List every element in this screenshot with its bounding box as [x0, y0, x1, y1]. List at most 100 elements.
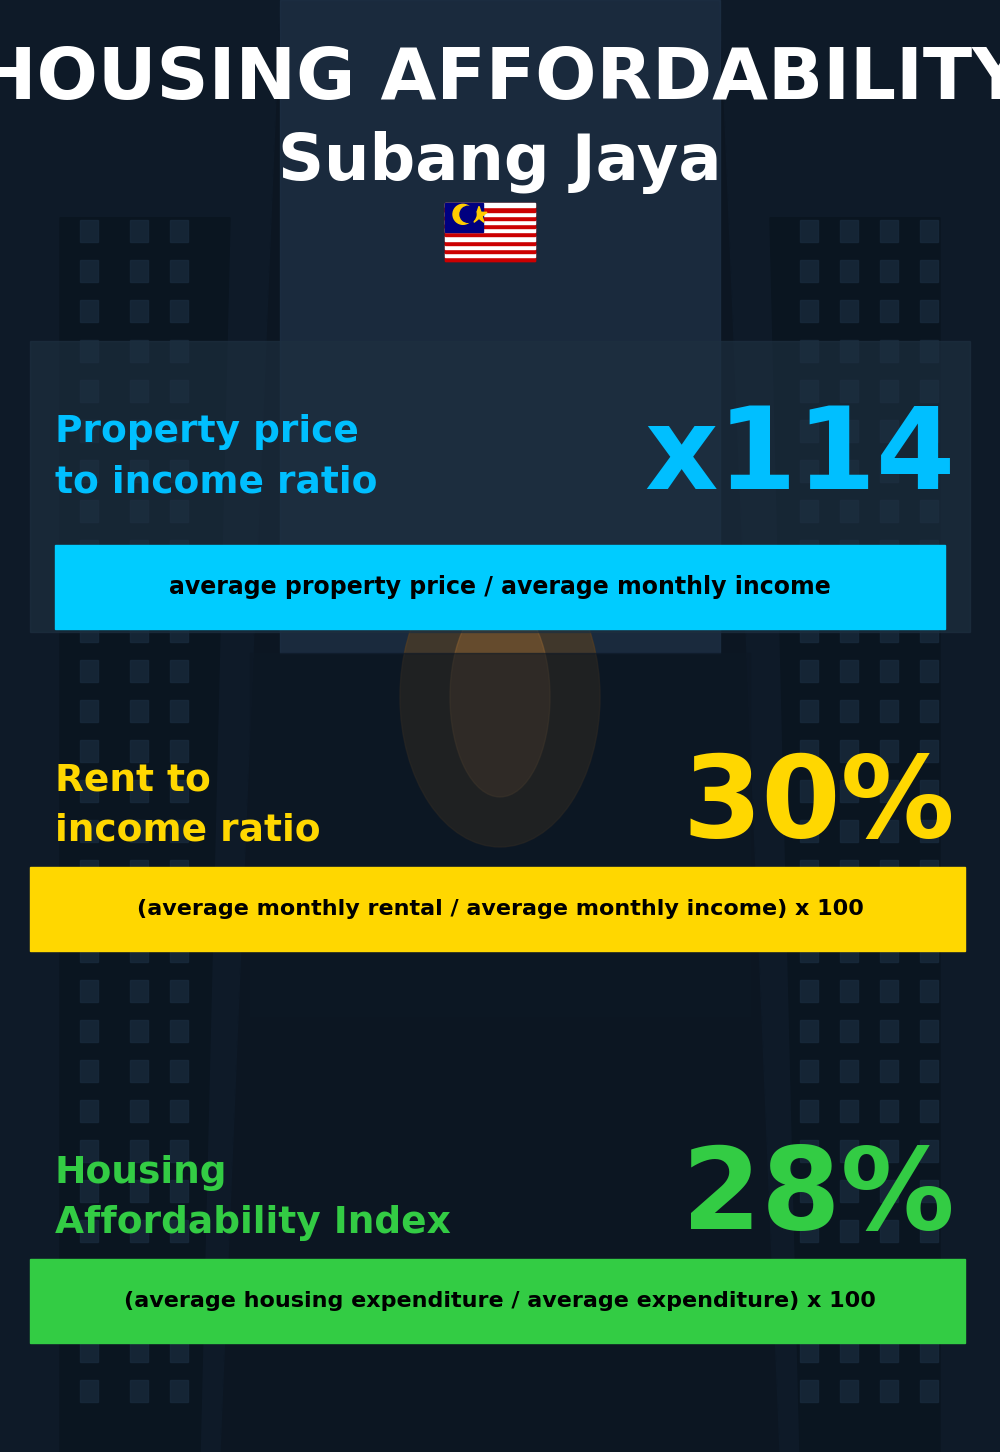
Bar [80, 860, 98, 881]
Bar [920, 620, 938, 642]
Bar [840, 1019, 858, 1043]
Bar [80, 260, 98, 282]
Bar [280, 0, 720, 653]
Bar [170, 860, 188, 881]
Bar [800, 860, 818, 881]
Bar [80, 460, 98, 482]
Bar [80, 939, 98, 963]
Bar [880, 1180, 898, 1202]
Bar [880, 221, 898, 242]
Bar [80, 380, 98, 402]
Bar [170, 1019, 188, 1043]
Bar [130, 1140, 148, 1162]
Bar [55, 544, 945, 629]
Bar [445, 224, 535, 228]
Bar [880, 1019, 898, 1043]
Bar [445, 237, 535, 241]
Bar [800, 820, 818, 842]
Bar [170, 420, 188, 441]
Bar [840, 1260, 858, 1282]
Bar [800, 620, 818, 642]
Bar [840, 301, 858, 322]
Bar [920, 820, 938, 842]
Circle shape [453, 205, 473, 224]
Bar [920, 900, 938, 922]
Bar [170, 1220, 188, 1241]
Bar [800, 1019, 818, 1043]
Bar [130, 1019, 148, 1043]
Bar [880, 380, 898, 402]
Bar [800, 1260, 818, 1282]
Bar [170, 460, 188, 482]
Bar [130, 1101, 148, 1122]
Bar [130, 540, 148, 562]
Bar [920, 540, 938, 562]
Bar [880, 260, 898, 282]
Bar [800, 1180, 818, 1202]
Bar [920, 1300, 938, 1321]
Bar [170, 1260, 188, 1282]
Bar [840, 1101, 858, 1122]
Bar [80, 900, 98, 922]
Bar [880, 980, 898, 1002]
Bar [920, 420, 938, 441]
Text: 30%: 30% [682, 751, 955, 861]
Bar [840, 420, 858, 441]
Text: average property price / average monthly income: average property price / average monthly… [169, 575, 831, 598]
Text: x114: x114 [644, 402, 955, 513]
Bar [170, 260, 188, 282]
Bar [920, 980, 938, 1002]
Bar [80, 1220, 98, 1241]
Text: (average housing expenditure / average expenditure) x 100: (average housing expenditure / average e… [124, 1291, 876, 1311]
Bar [170, 499, 188, 523]
Bar [170, 980, 188, 1002]
Bar [170, 1101, 188, 1122]
Bar [840, 1060, 858, 1082]
Bar [840, 340, 858, 362]
Bar [920, 1260, 938, 1282]
Polygon shape [0, 0, 280, 1452]
Bar [920, 460, 938, 482]
Bar [880, 1220, 898, 1241]
Bar [880, 499, 898, 523]
Bar [840, 820, 858, 842]
Bar [800, 221, 818, 242]
Bar [130, 1180, 148, 1202]
Bar [250, 653, 750, 1016]
Bar [800, 340, 818, 362]
Bar [840, 221, 858, 242]
Bar [170, 1300, 188, 1321]
Bar [80, 741, 98, 762]
Bar [130, 980, 148, 1002]
Bar [445, 228, 535, 232]
Bar [800, 780, 818, 802]
Bar [80, 1060, 98, 1082]
Bar [880, 700, 898, 722]
Bar [920, 260, 938, 282]
Bar [130, 620, 148, 642]
Text: HOUSING AFFORDABILITY: HOUSING AFFORDABILITY [0, 45, 1000, 115]
Bar [80, 221, 98, 242]
Text: Subang Jaya: Subang Jaya [278, 131, 722, 195]
Bar [840, 499, 858, 523]
Bar [130, 380, 148, 402]
Bar [840, 460, 858, 482]
Bar [130, 460, 148, 482]
Bar [80, 820, 98, 842]
Bar [80, 420, 98, 441]
Bar [170, 700, 188, 722]
Bar [840, 540, 858, 562]
Bar [130, 1060, 148, 1082]
Bar [170, 1060, 188, 1082]
Bar [170, 301, 188, 322]
Bar [170, 380, 188, 402]
Bar [130, 860, 148, 881]
Bar [920, 1180, 938, 1202]
Bar [920, 499, 938, 523]
Text: (average monthly rental / average monthly income) x 100: (average monthly rental / average monthl… [137, 899, 863, 919]
Bar [920, 1101, 938, 1122]
Bar [800, 301, 818, 322]
Bar [445, 248, 535, 253]
Bar [920, 340, 938, 362]
Bar [920, 1060, 938, 1082]
